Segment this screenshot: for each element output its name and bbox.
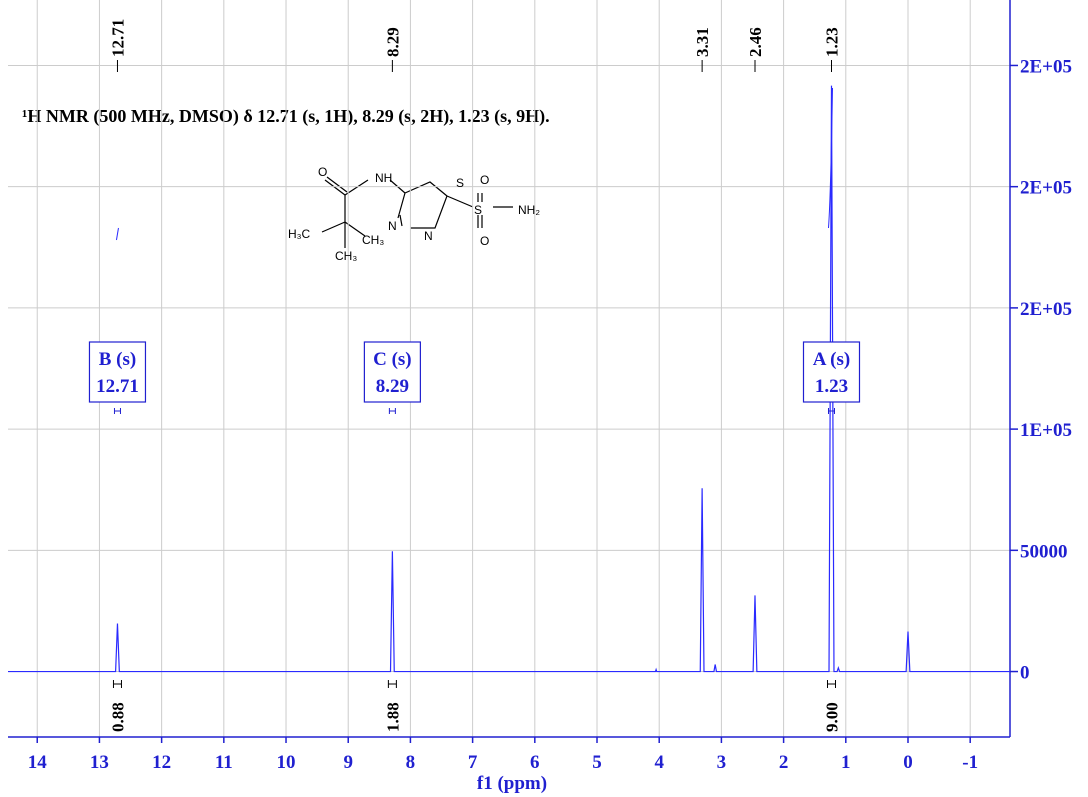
peak-label: 2.46 bbox=[746, 27, 765, 57]
integral-label: 9.00 bbox=[822, 702, 841, 732]
x-tick-label: 5 bbox=[592, 752, 602, 773]
y-tick-label: 2E+05 bbox=[1020, 56, 1072, 77]
structure-label: CH₃ bbox=[335, 249, 357, 263]
multiplet-shift: 1.23 bbox=[815, 376, 848, 397]
x-tick-label: 14 bbox=[28, 752, 48, 773]
multiplet-shift: 12.71 bbox=[96, 376, 139, 397]
x-tick-label: 13 bbox=[90, 752, 109, 773]
x-tick-label: 4 bbox=[654, 752, 664, 773]
peak-label: 8.29 bbox=[383, 27, 402, 57]
x-tick-label: 12 bbox=[152, 752, 171, 773]
x-tick-label: 2 bbox=[779, 752, 789, 773]
x-tick-label: 8 bbox=[406, 752, 416, 773]
multiplet-label: B (s) bbox=[99, 349, 136, 370]
structure-label: O bbox=[480, 234, 489, 248]
multiplet-shift: 8.29 bbox=[376, 376, 409, 397]
structure-label: H₃C bbox=[288, 227, 311, 241]
y-tick-label: 0 bbox=[1020, 663, 1030, 684]
multiplet-label: C (s) bbox=[373, 349, 412, 370]
structure-label: N bbox=[424, 229, 433, 243]
structure-label: CH₃ bbox=[362, 233, 384, 247]
peak-label: 12.71 bbox=[108, 19, 127, 57]
y-tick-label: 1E+05 bbox=[1020, 420, 1072, 441]
integral-label: 1.88 bbox=[383, 702, 402, 732]
x-tick-label: 10 bbox=[277, 752, 296, 773]
x-tick-label: -1 bbox=[962, 752, 978, 773]
x-axis-title: f1 (ppm) bbox=[477, 773, 547, 794]
y-tick-label: 2E+05 bbox=[1020, 178, 1072, 199]
integral-curve bbox=[827, 87, 833, 229]
spectrum-line bbox=[8, 85, 1010, 673]
structure-label: O bbox=[318, 165, 327, 179]
x-tick-label: 9 bbox=[343, 752, 353, 773]
structure-label: N bbox=[388, 219, 397, 233]
multiplet-mark bbox=[827, 408, 835, 414]
multiplet-box bbox=[88, 341, 147, 403]
multiplet-label: A (s) bbox=[813, 349, 850, 370]
x-tick-label: 11 bbox=[215, 752, 233, 773]
peak-label: 3.31 bbox=[693, 27, 712, 57]
structure-label: S bbox=[456, 176, 464, 190]
structure-label: NH₂ bbox=[518, 203, 540, 217]
y-tick-label: 50000 bbox=[1020, 541, 1068, 562]
y-tick-label: 2E+05 bbox=[1020, 299, 1072, 320]
x-tick-label: 6 bbox=[530, 752, 540, 773]
x-tick-label: 3 bbox=[717, 752, 727, 773]
x-tick-label: 0 bbox=[903, 752, 913, 773]
structure-label: S bbox=[474, 203, 482, 217]
integral-curve bbox=[115, 227, 119, 241]
integral-bracket bbox=[387, 680, 397, 688]
structure-label: NH bbox=[375, 171, 392, 185]
integral-bracket bbox=[112, 680, 122, 688]
multiplet-box bbox=[802, 341, 861, 403]
multiplet-box bbox=[363, 341, 421, 403]
integral-label: 0.88 bbox=[108, 702, 127, 732]
structure-label: O bbox=[480, 173, 489, 187]
x-tick-label: 7 bbox=[468, 752, 478, 773]
multiplet-mark bbox=[388, 408, 396, 414]
multiplet-mark bbox=[113, 408, 121, 414]
structure bbox=[321, 176, 513, 248]
peak-label: 1.23 bbox=[822, 27, 841, 57]
x-tick-label: 1 bbox=[841, 752, 851, 773]
integral-bracket bbox=[826, 680, 836, 688]
